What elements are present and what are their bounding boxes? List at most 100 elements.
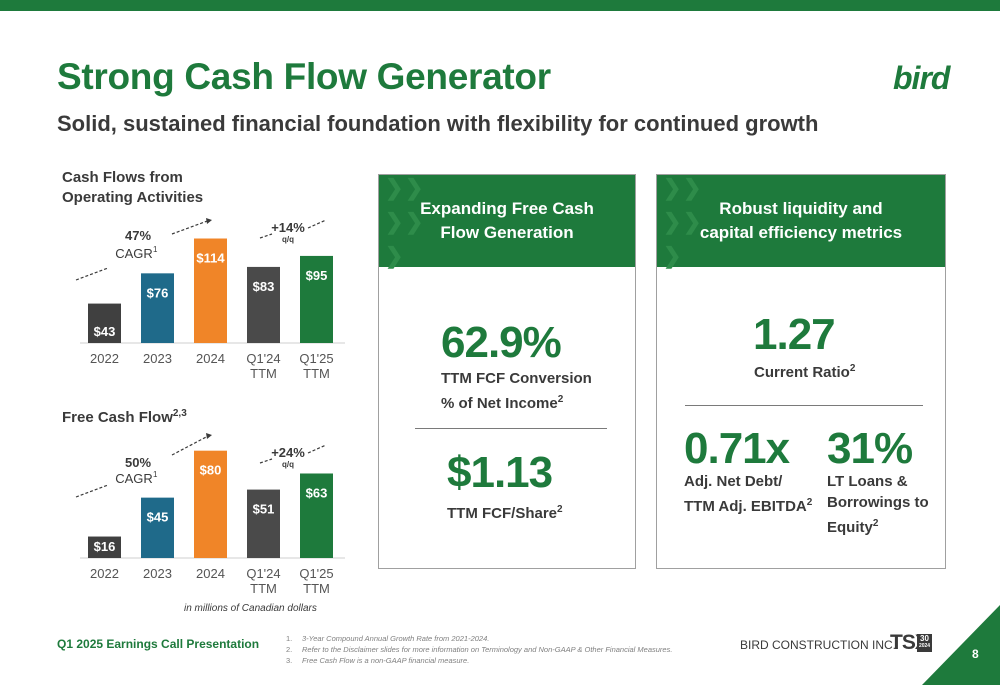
chevron-icon: ❯ [385,209,404,234]
bar-value-label: $95 [306,268,328,283]
fcf-conversion-label-line2: % of Net Income [441,395,558,412]
bar-value-label: $114 [196,251,225,266]
current-ratio-label-text: Current Ratio [754,364,850,381]
x-tick-label: Q1'25 [299,351,333,366]
x-tick-label: TTM [303,581,330,596]
loans-to-equity-label-line3: Equity [827,519,873,536]
footnotes: 1. 3-Year Compound Annual Growth Rate fro… [286,633,672,666]
footnote-2: 2. Refer to the Disclaimer slides for mor… [286,644,672,655]
page-number: 8 [972,647,979,661]
company-name: BIRD CONSTRUCTION INC. [740,638,896,652]
net-debt-ebitda-value: 0.71x [684,424,790,473]
bar [300,255,333,343]
net-debt-ebitda-label-line2: TTM Adj. EBITDA [684,498,807,515]
bar-value-label: $83 [253,279,275,294]
page-subtitle: Solid, sustained financial foundation wi… [57,111,819,136]
fcf-conversion-value: 62.9% [441,318,562,367]
chevron-icon: ❯ [405,175,424,200]
footnote-ref: 2 [557,394,564,405]
footnote-ref: 2 [806,497,813,508]
cfo-chart: $432022$762023$1142024$83Q1'24TTM$95Q1'2… [75,218,345,381]
bird-logo: bird [893,60,950,96]
page-title: Strong Cash Flow Generator [57,56,551,97]
x-tick-label: Q1'25 [299,566,333,581]
footnote-3: 3. Free Cash Flow is a non-GAAP financial… [286,655,672,666]
chevron-icon: ❯ [385,243,404,268]
trend-arrow [259,458,273,464]
trend-arrow [171,219,211,235]
footnote-ref: 2 [872,518,879,529]
fcf-per-share-value: $1.13 [447,448,553,497]
loans-to-equity-label-line2: Borrowings to [827,494,929,511]
fcf-chart-title: Free Cash Flow2,3 [62,404,187,428]
cagr-value: 47% [125,228,151,243]
bar-value-label: $80 [200,463,222,478]
cagr-footnote-ref: 1 [153,245,158,254]
chevron-icon: ❯ [405,209,424,234]
x-tick-label: 2022 [90,351,119,366]
arrow-head-icon [206,433,212,439]
unit-note: in millions of Canadian dollars [184,603,317,614]
fcf-conversion-label: TTM FCF Conversion % of Net Income2 [441,368,592,414]
x-tick-label: 2024 [196,351,225,366]
bar-value-label: $51 [253,502,275,517]
arrow-head-icon [206,218,212,224]
growth-value: +14% [271,220,305,235]
chevron-icon: ❯ [663,209,682,234]
footnote-text: Free Cash Flow is a non-GAAP financial m… [302,656,470,665]
bar [247,266,280,343]
bar [141,497,174,558]
bar-value-label: $63 [306,485,328,500]
fcf-panel-heading: Expanding Free Cash Flow Generation [420,199,594,242]
bar-value-label: $76 [147,285,169,300]
liquidity-panel-header: ❯ ❯ ❯ ❯ ❯ Robust liquidity and capital e… [657,175,945,267]
bar [194,450,227,558]
footnote-number: 3. [286,656,293,665]
bar [194,238,227,343]
cagr-footnote-ref: 1 [153,470,158,479]
cagr-value: 50% [125,455,151,470]
bar [300,473,333,558]
x-tick-label: 2024 [196,566,225,581]
top-accent-bar [0,0,1000,11]
x-tick-label: TTM [250,581,277,596]
chevron-icon: ❯ [683,175,702,200]
x-tick-label: Q1'24 [246,566,280,581]
corner-accent [922,605,1000,685]
x-tick-label: Q1'24 [246,351,280,366]
divider [415,428,607,429]
net-debt-ebitda-label: Adj. Net Debt/ TTM Adj. EBITDA2 [684,471,812,517]
x-tick-label: 2023 [143,566,172,581]
trend-arrow [307,219,327,229]
bar-value-label: $16 [94,539,116,554]
x-tick-label: 2022 [90,566,119,581]
divider [685,405,923,406]
fcf-conversion-label-line1: TTM FCF Conversion [441,370,592,387]
footnote-text: 3-Year Compound Annual Growth Rate from … [302,634,490,643]
footnote-1: 1. 3-Year Compound Annual Growth Rate fro… [286,633,672,644]
trend-arrow [171,434,211,456]
chevron-icon: ❯ [663,175,682,200]
trend-arrow [307,444,327,454]
footnote-ref: 2 [849,363,856,374]
footnote-text: Refer to the Disclaimer slides for more … [302,645,673,654]
trend-arrow [75,484,109,498]
footnote-ref: 2 [557,504,563,515]
cfo-chart-title: Cash Flows from Operating Activities [62,169,204,206]
net-debt-ebitda-label-line1: Adj. Net Debt/ [684,473,783,490]
trend-arrow [75,267,109,281]
current-ratio-label: Current Ratio2 [754,358,855,383]
growth-period: q/q [282,235,294,244]
cagr-label: CAGR [115,246,153,261]
presentation-name: Q1 2025 Earnings Call Presentation [57,637,260,651]
fcf-per-share-label-text: TTM FCF/Share [447,505,558,522]
bar-value-label: $45 [147,510,169,525]
trend-arrow [259,233,273,239]
loans-to-equity-label: LT Loans & Borrowings to Equity2 [827,471,929,538]
fcf-chart-title-text: Free Cash Flow [62,409,173,426]
footnote-number: 2. [286,645,293,654]
footnote-number: 1. [286,634,293,643]
fcf-per-share-label: TTM FCF/Share2 [447,499,563,524]
chevron-icon: ❯ [385,175,404,200]
bar [247,489,280,558]
